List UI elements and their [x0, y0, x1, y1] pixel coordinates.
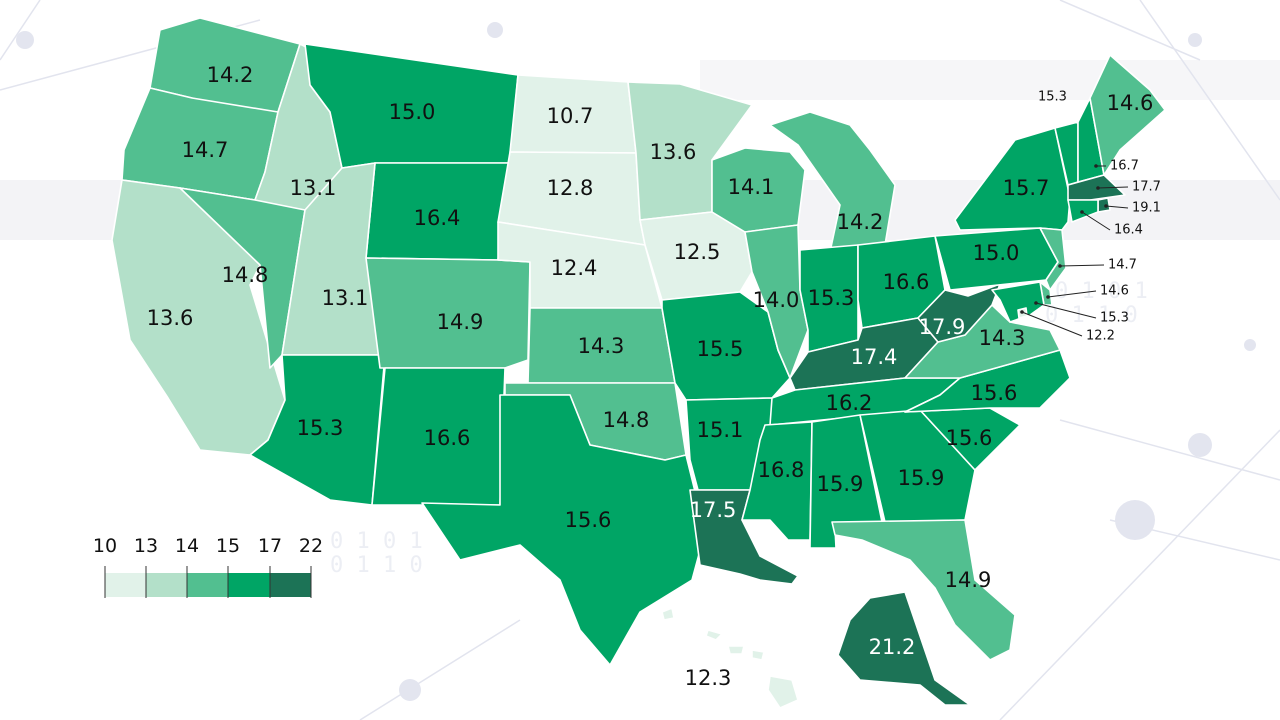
value-label-wa: 14.2: [207, 63, 254, 87]
value-label-de: 14.6: [1100, 284, 1129, 299]
value-label-or: 14.7: [182, 138, 229, 162]
value-label-tn: 16.2: [826, 391, 873, 415]
value-label-vt: 15.3: [1038, 90, 1067, 105]
state-fl: [831, 519, 1016, 661]
value-label-ma: 17.7: [1132, 180, 1161, 195]
leader-dot-ct: [1080, 210, 1084, 214]
value-label-ks: 14.3: [578, 334, 625, 358]
legend-swatch: [105, 573, 146, 597]
leader-dot-de: [1046, 295, 1050, 299]
value-label-ga: 15.9: [898, 466, 945, 490]
leader-line-de: [1047, 290, 1097, 298]
legend-tick-label: 17: [258, 535, 282, 557]
leader-dot-dc: [1020, 310, 1024, 314]
value-label-co: 14.9: [437, 310, 484, 334]
value-label-nm: 16.6: [424, 426, 471, 450]
value-label-nv: 14.8: [222, 263, 269, 287]
value-label-ar: 15.1: [697, 418, 744, 442]
value-label-fl: 14.9: [945, 568, 992, 592]
state-wi: [711, 147, 806, 233]
value-label-ky: 17.4: [851, 345, 898, 369]
value-label-pa: 15.0: [973, 241, 1020, 265]
leader-line-dc: [1021, 311, 1083, 337]
value-label-mo: 15.5: [697, 337, 744, 361]
legend-swatch: [228, 573, 270, 597]
legend-tick-label: 15: [216, 535, 240, 557]
svg-text:0 1 0 1: 0 1 0 1: [1055, 279, 1148, 304]
leader-line-ma: [1097, 186, 1129, 189]
value-label-dc: 12.2: [1086, 329, 1115, 344]
value-label-mn: 13.6: [650, 140, 697, 164]
value-label-va: 14.3: [979, 326, 1026, 350]
value-label-nj: 14.7: [1108, 258, 1137, 273]
value-label-az: 15.3: [297, 416, 344, 440]
state-hi: [661, 607, 799, 709]
leader-dot-nh: [1094, 164, 1098, 168]
svg-text:0 1 0 1: 0 1 0 1: [330, 529, 423, 554]
value-label-al: 15.9: [817, 472, 864, 496]
value-label-hi: 12.3: [685, 666, 732, 690]
svg-text:0 1 1 0: 0 1 1 0: [1045, 303, 1138, 328]
value-label-ms: 16.8: [758, 458, 805, 482]
value-label-ne: 12.4: [551, 256, 598, 280]
leader-dot-ma: [1096, 186, 1100, 190]
value-label-wy: 16.4: [414, 206, 461, 230]
value-label-me: 14.6: [1107, 91, 1154, 115]
value-label-wv: 17.9: [919, 315, 966, 339]
state-ny: [954, 127, 1071, 231]
value-label-il: 14.0: [753, 288, 800, 312]
state-ak: [837, 591, 971, 706]
value-label-ny: 15.7: [1003, 176, 1050, 200]
value-label-nc: 15.6: [971, 381, 1018, 405]
legend-tick-label: 13: [134, 535, 158, 557]
value-label-ut: 13.1: [322, 286, 369, 310]
legend-swatch: [146, 573, 187, 597]
value-label-ca: 13.6: [147, 306, 194, 330]
value-label-ok: 14.8: [603, 408, 650, 432]
legend-tick-label: 10: [93, 535, 117, 557]
leader-line-md: [1035, 302, 1097, 319]
value-label-tx: 15.6: [565, 508, 612, 532]
leader-line-nj: [1059, 264, 1105, 267]
leader-line-ct: [1081, 211, 1111, 231]
value-label-mt: 15.0: [389, 100, 436, 124]
legend-swatch: [187, 573, 228, 597]
legend-tick-label: 14: [175, 535, 199, 557]
state-mo: [661, 291, 791, 401]
value-label-ri: 19.1: [1132, 201, 1161, 216]
value-label-sc: 15.6: [946, 426, 993, 450]
value-label-wi: 14.1: [728, 175, 775, 199]
value-label-ia: 12.5: [674, 240, 721, 264]
value-label-md: 15.3: [1100, 311, 1129, 326]
value-label-oh: 16.6: [883, 270, 930, 294]
leader-line-ri: [1105, 205, 1129, 209]
legend-swatch: [270, 573, 311, 597]
leader-dot-md: [1034, 301, 1038, 305]
value-label-la: 17.5: [690, 498, 737, 522]
state-az: [249, 354, 386, 506]
value-label-nh: 16.7: [1110, 159, 1139, 174]
value-label-sd: 12.8: [547, 176, 594, 200]
svg-text:0 1 1 0: 0 1 1 0: [330, 553, 423, 578]
value-label-ak: 21.2: [869, 635, 916, 659]
value-label-in: 15.3: [808, 286, 855, 310]
state-nc: [904, 349, 1071, 413]
value-label-mi: 14.2: [837, 210, 884, 234]
value-label-nd: 10.7: [547, 104, 594, 128]
value-label-id: 13.1: [290, 176, 337, 200]
state-tx: [421, 394, 706, 666]
leader-dot-ri: [1104, 204, 1108, 208]
legend-tick-label: 22: [299, 535, 323, 557]
value-label-ct: 16.4: [1114, 223, 1143, 238]
leader-dot-nj: [1058, 264, 1062, 268]
